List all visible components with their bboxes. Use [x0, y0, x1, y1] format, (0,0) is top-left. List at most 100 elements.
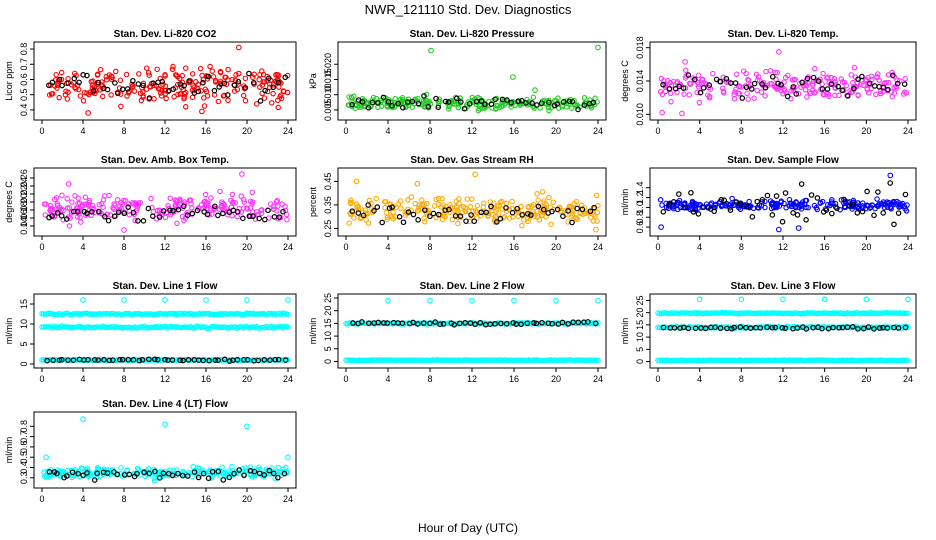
data-point: [674, 78, 681, 85]
x-tick-label: 16: [201, 494, 211, 504]
data-point: [242, 97, 249, 104]
y-tick-label: 1.4: [635, 181, 645, 194]
data-point: [745, 77, 752, 84]
black-point: [54, 470, 60, 477]
data-point: [205, 200, 211, 206]
data-point: [462, 208, 469, 215]
outlier-point: [532, 87, 538, 93]
black-point: [167, 207, 173, 214]
black-point: [764, 192, 771, 199]
black-point: [152, 356, 158, 363]
black-point: [747, 325, 754, 331]
data-point: [674, 89, 680, 95]
black-point: [115, 209, 122, 216]
data-point: [767, 67, 774, 74]
black-point: [405, 209, 412, 215]
data-point: [573, 198, 580, 205]
panel-9: Stan. Dev. Line 3 Flow ml/min 0 4 8 12 16 20 24 0…: [620, 281, 917, 384]
data-point: [56, 204, 63, 211]
black-point: [538, 100, 545, 106]
black-point: [384, 320, 391, 326]
data-point: [458, 357, 464, 364]
black-point: [395, 100, 401, 107]
panel-title: Stan. Dev. Li-820 Temp.: [728, 29, 839, 40]
black-point: [130, 357, 137, 363]
black-point: [261, 472, 268, 478]
black-point: [835, 83, 842, 90]
black-point: [135, 81, 142, 87]
data-point: [905, 324, 911, 330]
black-point: [894, 80, 901, 87]
black-point: [534, 102, 540, 108]
data-point: [509, 198, 515, 205]
data-point: [595, 357, 601, 364]
data-point: [595, 320, 601, 326]
black-point: [389, 102, 395, 109]
x-tick-label: 0: [39, 494, 44, 504]
black-point: [442, 98, 449, 105]
data-point: [225, 97, 231, 104]
data-point: [749, 357, 755, 363]
data-point: [520, 217, 527, 223]
data-point: [690, 357, 696, 364]
data-point: [875, 201, 882, 208]
black-point: [175, 470, 181, 477]
black-point: [154, 356, 161, 363]
data-point: [675, 199, 682, 206]
data-point: [778, 87, 784, 94]
plot-frame: [337, 41, 607, 121]
data-point: [809, 81, 816, 87]
data-point: [95, 465, 102, 471]
black-point: [451, 322, 458, 328]
data-point: [710, 70, 716, 77]
data-point: [740, 68, 747, 74]
black-point: [177, 357, 183, 364]
data-point: [361, 357, 368, 364]
x-tick-label: 8: [739, 126, 744, 136]
data-point: [217, 188, 223, 195]
data-point: [351, 215, 357, 221]
data-point: [355, 206, 362, 213]
black-point: [275, 356, 282, 363]
black-point: [186, 78, 192, 84]
black-point: [125, 356, 132, 363]
data-point: [804, 94, 810, 100]
x-tick-label: 20: [861, 374, 871, 384]
data-point: [209, 68, 216, 74]
black-point: [266, 75, 272, 82]
data-point: [754, 87, 760, 94]
black-point: [369, 99, 376, 106]
data-point: [421, 218, 428, 225]
data-point: [536, 217, 543, 223]
data-point: [151, 475, 157, 481]
black-point: [737, 324, 744, 330]
data-point: [730, 202, 737, 209]
black-point: [241, 356, 247, 363]
x-tick-label: 4: [385, 126, 390, 136]
data-point: [96, 201, 103, 208]
black-point: [63, 473, 70, 479]
black-point: [200, 470, 207, 477]
data-point: [841, 200, 847, 207]
data-point: [455, 220, 461, 227]
data-point: [838, 76, 845, 82]
data-point: [228, 197, 234, 204]
black-point: [799, 79, 805, 86]
data-point: [894, 77, 900, 83]
data-point: [572, 102, 578, 108]
data-point: [79, 202, 85, 208]
black-point: [180, 357, 186, 364]
black-point: [58, 356, 65, 363]
data-point: [80, 98, 87, 104]
data-point: [78, 219, 84, 225]
black-point: [267, 357, 273, 363]
data-point: [546, 97, 552, 104]
x-tick-label: 24: [593, 374, 603, 384]
black-point: [350, 320, 356, 326]
data-point: [820, 70, 826, 77]
black-point: [560, 99, 567, 105]
data-point: [895, 357, 901, 364]
black-point: [587, 208, 594, 215]
black-point: [181, 82, 187, 89]
data-point: [113, 68, 119, 75]
